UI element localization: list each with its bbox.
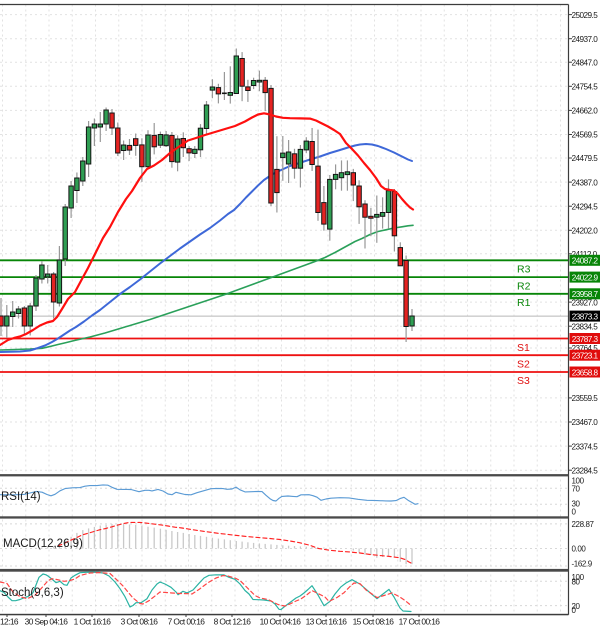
svg-text:3 Oct 08:16: 3 Oct 08:16	[121, 617, 159, 627]
svg-text:24294.5: 24294.5	[572, 202, 599, 211]
svg-text:24387.0: 24387.0	[572, 178, 599, 187]
svg-text:70: 70	[572, 484, 581, 493]
svg-text:R2: R2	[517, 281, 531, 293]
svg-text:23723.1: 23723.1	[572, 352, 599, 361]
svg-text:10 Oct 04:16: 10 Oct 04:16	[260, 617, 302, 627]
svg-text:24202.0: 24202.0	[572, 227, 599, 236]
svg-text:1 Oct 16:16: 1 Oct 16:16	[74, 617, 112, 627]
svg-text:7 Oct 00:16: 7 Oct 00:16	[168, 617, 206, 627]
svg-text:0.00: 0.00	[572, 545, 587, 554]
svg-text:23284.5: 23284.5	[572, 466, 599, 475]
svg-text:Stoch(9,6,3): Stoch(9,6,3)	[1, 587, 64, 599]
svg-text:RSI(14): RSI(14)	[1, 491, 41, 503]
svg-text:S2: S2	[517, 359, 530, 371]
svg-text:23873.3: 23873.3	[572, 313, 599, 322]
svg-text:R1: R1	[517, 297, 531, 309]
svg-text:13 Oct 16:16: 13 Oct 16:16	[306, 617, 348, 627]
svg-text:25029.5: 25029.5	[572, 11, 599, 20]
svg-text:23374.5: 23374.5	[572, 442, 599, 451]
svg-text:24022.9: 24022.9	[572, 274, 599, 283]
svg-text:30 Sep 04:16: 30 Sep 04:16	[25, 617, 69, 627]
svg-text:23658.8: 23658.8	[572, 368, 599, 377]
svg-text:23559.5: 23559.5	[572, 394, 599, 403]
svg-text:12:16: 12:16	[0, 617, 19, 627]
svg-text:23787.3: 23787.3	[572, 335, 599, 344]
svg-text:23927.0: 23927.0	[572, 298, 599, 307]
svg-text:S3: S3	[517, 375, 530, 387]
svg-text:S1: S1	[517, 342, 530, 354]
svg-text:R3: R3	[517, 264, 531, 276]
svg-text:-162.9: -162.9	[572, 560, 593, 569]
svg-text:228.87: 228.87	[572, 520, 595, 529]
svg-text:24479.5: 24479.5	[572, 154, 599, 163]
svg-text:17 Oct 00:16: 17 Oct 00:16	[399, 617, 441, 627]
svg-text:15 Oct 08:16: 15 Oct 08:16	[353, 617, 395, 627]
svg-text:MACD(12,26,9): MACD(12,26,9)	[3, 538, 83, 550]
svg-text:23467.0: 23467.0	[572, 418, 599, 427]
svg-text:80: 80	[572, 577, 581, 586]
svg-text:24569.5: 24569.5	[572, 131, 599, 140]
svg-text:24937.0: 24937.0	[572, 35, 599, 44]
svg-text:24662.0: 24662.0	[572, 107, 599, 116]
svg-text:24847.0: 24847.0	[572, 58, 599, 67]
svg-text:23834.5: 23834.5	[572, 322, 599, 331]
svg-text:24754.5: 24754.5	[572, 83, 599, 92]
svg-text:8 Oct 12:16: 8 Oct 12:16	[214, 617, 252, 627]
svg-text:23958.7: 23958.7	[572, 290, 599, 299]
svg-text:24087.2: 24087.2	[572, 257, 599, 266]
